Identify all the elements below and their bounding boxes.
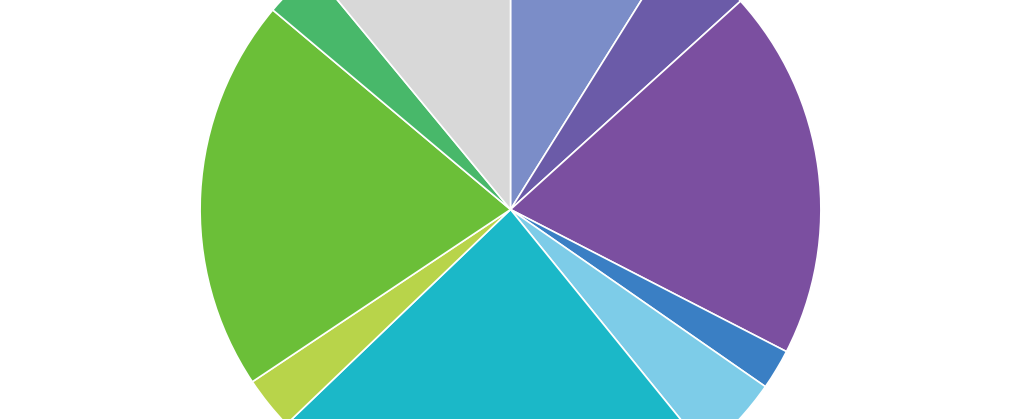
Wedge shape xyxy=(510,210,786,387)
Text: Computer Science (8.9%): Computer Science (8.9%) xyxy=(553,0,722,96)
Text: Other (11.0%): Other (11.0%) xyxy=(427,0,517,73)
Wedge shape xyxy=(200,10,510,382)
Text: Chemistry (2.1%): Chemistry (2.1%) xyxy=(581,289,691,339)
Wedge shape xyxy=(510,210,766,419)
Wedge shape xyxy=(510,0,675,210)
Wedge shape xyxy=(287,210,706,419)
Text: Materials Science (4.5%): Materials Science (4.5%) xyxy=(562,318,718,380)
Text: Earth and Planetary Sc... (20.5%): Earth and Planetary Sc... (20.5%) xyxy=(394,197,603,218)
Wedge shape xyxy=(273,0,510,210)
Wedge shape xyxy=(252,210,510,419)
Text: Agricultural and Biolo... (2.9%): Agricultural and Biolo... (2.9%) xyxy=(419,35,611,134)
Wedge shape xyxy=(510,0,740,210)
Text: Engineering (23.7%): Engineering (23.7%) xyxy=(440,360,569,419)
Text: Mathematics (4.4%): Mathematics (4.4%) xyxy=(585,22,711,131)
Wedge shape xyxy=(510,1,821,352)
Text: Environmental Science (2.8%): Environmental Science (2.8%) xyxy=(247,305,440,367)
Wedge shape xyxy=(312,0,510,210)
Text: Physics and Astronomy (19.3%): Physics and Astronomy (19.3%) xyxy=(607,181,806,218)
